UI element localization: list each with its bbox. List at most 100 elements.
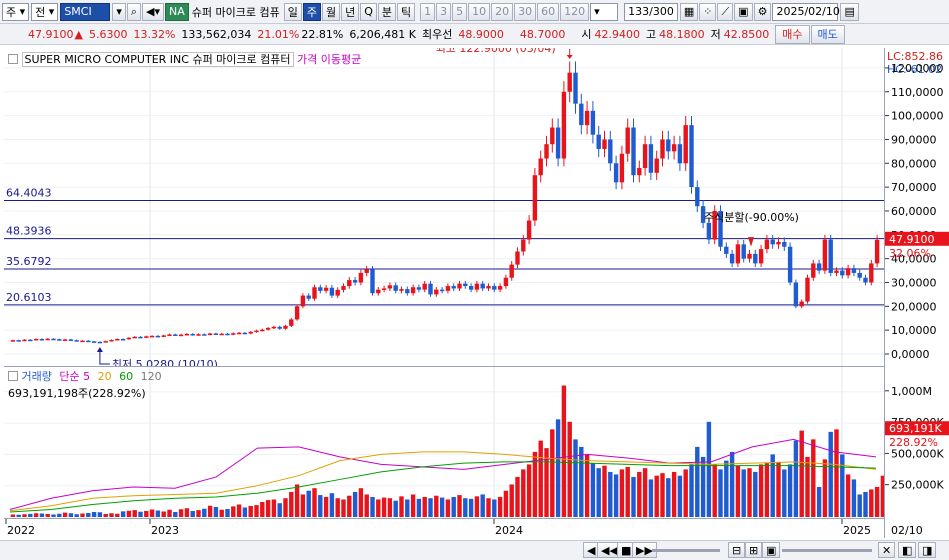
volume-bar xyxy=(10,514,16,517)
stop-icon[interactable]: ■ xyxy=(617,542,636,558)
period-tab[interactable]: 일 xyxy=(283,2,302,21)
minute-button[interactable]: 1 xyxy=(420,2,436,21)
reset-icon[interactable]: ✕ xyxy=(878,542,896,558)
range-slider[interactable] xyxy=(782,549,872,552)
period-tab[interactable]: 년 xyxy=(341,2,360,21)
volume-bar xyxy=(712,464,717,517)
sell-button[interactable]: 매도 xyxy=(810,24,845,44)
rewind-icon[interactable]: ◀◀ xyxy=(597,542,622,558)
search-icon[interactable]: ⌕ xyxy=(126,2,142,21)
minute-button[interactable]: 5 xyxy=(452,2,468,21)
candle-body xyxy=(457,283,462,289)
period-tab[interactable]: 주 xyxy=(302,2,321,21)
price-chart[interactable]: 64.4043 48.3936 35.6792 20.6103 최고 122.9000 … xyxy=(4,42,884,371)
fit-icon[interactable]: ▣ xyxy=(762,542,781,558)
candle-body xyxy=(550,127,555,145)
candle-body xyxy=(492,286,497,290)
period-tab[interactable]: 틱 xyxy=(397,2,416,21)
volume-bar xyxy=(74,514,79,517)
candle-body xyxy=(845,268,851,276)
market-select[interactable]: 주 ▾ xyxy=(2,2,30,21)
candle-body xyxy=(109,339,114,342)
price-chart-panel[interactable]: 64.4043 48.3936 35.6792 20.6103 최고 122.9000 … xyxy=(4,42,884,371)
low-annotation: 최저 5.0280 (10/10) xyxy=(112,358,218,366)
price-indicator: 가격 이동평균 xyxy=(297,53,362,66)
candle-body xyxy=(486,286,491,289)
candle-body xyxy=(515,251,520,265)
candle-body xyxy=(689,125,694,188)
low-arrow-head xyxy=(96,347,103,353)
volume-bar xyxy=(544,448,549,517)
candle-body xyxy=(138,336,143,339)
candle-body xyxy=(242,332,248,335)
candle-body xyxy=(869,263,874,283)
period-select[interactable]: 전 ▾ xyxy=(31,2,59,21)
gear-icon[interactable]: ⚙ xyxy=(753,2,772,21)
buy-button[interactable]: 매수 xyxy=(775,24,810,44)
left-panel-icon[interactable]: ◧ xyxy=(898,542,917,558)
candle-body xyxy=(468,286,474,290)
period-tab[interactable]: 월 xyxy=(321,2,341,21)
right-panel-icon[interactable]: ◨ xyxy=(918,542,937,558)
calendar-icon[interactable]: ▤ xyxy=(840,2,859,21)
volume-bar xyxy=(144,510,149,517)
candle-body xyxy=(451,286,456,289)
candle-body xyxy=(300,295,306,307)
volume-bar xyxy=(318,495,323,517)
volume-bar xyxy=(91,511,97,517)
zoom-out-icon[interactable]: ⊟ xyxy=(728,542,746,558)
y-tick-label: 90,0000 xyxy=(891,133,937,146)
candle-body xyxy=(480,283,485,289)
date-input[interactable]: 2025/02/10 xyxy=(772,2,840,21)
y-tick-label: 0,0000 xyxy=(891,348,930,361)
volume-bar xyxy=(538,440,543,517)
high-value: 48.1800 xyxy=(659,27,705,41)
volume-chart-panel[interactable]: 거래량 단순 5 20 60 120 693,191,198주(228.92%) xyxy=(4,366,891,519)
candle-body xyxy=(584,110,590,126)
save-icon[interactable]: ▣ xyxy=(734,2,753,21)
zoom-slider[interactable] xyxy=(652,549,720,552)
minute-button[interactable]: 3 xyxy=(436,2,452,21)
volume-bar xyxy=(515,476,520,517)
candle-body xyxy=(666,139,671,152)
candle-body xyxy=(573,72,578,104)
minute-button[interactable]: 20 xyxy=(491,2,514,21)
count-input[interactable]: 133/300 xyxy=(624,2,678,21)
grid-icon[interactable]: ▦ xyxy=(679,2,699,21)
volume-bar xyxy=(39,513,45,517)
period-tab[interactable]: Q xyxy=(360,2,377,21)
split-arrow-head xyxy=(748,237,754,247)
period-tab[interactable]: 분 xyxy=(377,2,397,21)
volume-bar xyxy=(364,494,369,517)
minute-button[interactable]: 60 xyxy=(537,2,560,21)
x-tick-label: 2022 xyxy=(7,524,35,537)
candle-body xyxy=(555,127,561,159)
minute-button[interactable]: 30 xyxy=(514,2,537,21)
signal-icon[interactable]: ⁘ xyxy=(699,2,717,21)
symbol-dropdown-button[interactable]: ▾ xyxy=(112,2,126,21)
candle-body xyxy=(254,330,259,333)
candle-body xyxy=(654,158,659,173)
candle-body xyxy=(428,283,433,295)
volume-bar xyxy=(178,509,184,517)
symbol-input[interactable]: SMCI xyxy=(60,2,111,21)
speaker-icon[interactable]: ◀▾ xyxy=(142,2,164,21)
reference-line-label: 20.6103 xyxy=(6,291,52,304)
zoom-in-icon[interactable]: ⊞ xyxy=(745,542,763,558)
candle-body xyxy=(22,339,27,342)
current-price-box xyxy=(885,231,949,246)
candle-body xyxy=(700,206,706,223)
minute-custom-select[interactable]: ▾ xyxy=(590,2,619,21)
volume-chart[interactable] xyxy=(4,367,891,519)
minute-button[interactable]: 10 xyxy=(468,2,491,21)
price-legend: SUPER MICRO COMPUTER INC 슈퍼 마이크로 컴퓨터 가격 … xyxy=(8,51,361,67)
trend-icon[interactable]: ⟋ xyxy=(717,2,734,21)
volume-bar xyxy=(306,490,311,517)
minute-button[interactable]: 120 xyxy=(560,2,590,21)
candle-body xyxy=(167,334,172,336)
candle-body xyxy=(753,253,758,264)
volume-bar xyxy=(596,468,601,517)
candle-body xyxy=(561,91,567,159)
candle-body xyxy=(637,168,642,176)
candle-body xyxy=(567,72,572,92)
